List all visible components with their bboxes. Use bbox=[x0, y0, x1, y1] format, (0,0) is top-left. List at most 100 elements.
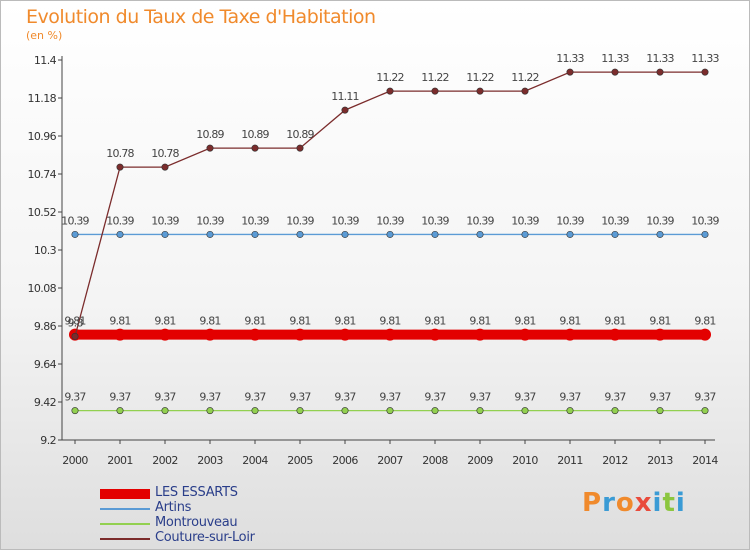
y-tick-label: 10.52 bbox=[28, 206, 57, 219]
data-point bbox=[564, 328, 576, 341]
data-label: 9.81 bbox=[559, 315, 580, 328]
data-point bbox=[384, 328, 396, 341]
data-point bbox=[206, 230, 214, 238]
data-point bbox=[431, 407, 439, 415]
data-point bbox=[701, 407, 709, 415]
x-tick-label: 2008 bbox=[422, 454, 448, 467]
axes: 9.2 9.42 9.64 9.86 10.08 10.3 10.52 10.74 10.96 1… bbox=[28, 54, 719, 467]
data-label: 9.37 bbox=[424, 391, 446, 404]
data-label: 10.39 bbox=[691, 214, 719, 227]
logo-letter: t bbox=[662, 488, 676, 518]
data-point bbox=[609, 328, 621, 341]
data-label: 10.39 bbox=[331, 214, 359, 227]
y-tick-label: 11.18 bbox=[28, 92, 57, 105]
data-point bbox=[249, 328, 261, 341]
data-label: 9.37 bbox=[604, 391, 626, 404]
data-label: 11.33 bbox=[691, 52, 719, 65]
data-label: 11.33 bbox=[646, 52, 674, 65]
data-point bbox=[206, 144, 214, 152]
chart-subtitle: (en %) bbox=[26, 29, 63, 42]
x-tick-label: 2001 bbox=[107, 454, 133, 467]
y-tick-label: 9.64 bbox=[34, 358, 57, 371]
data-label: 10.78 bbox=[106, 147, 134, 160]
y-tick-label: 10.3 bbox=[34, 244, 57, 257]
data-point bbox=[71, 332, 79, 340]
logo-letter: o bbox=[615, 488, 635, 518]
data-point bbox=[566, 407, 574, 415]
data-label: 9.37 bbox=[469, 391, 491, 404]
data-point bbox=[474, 328, 486, 341]
data-point bbox=[251, 230, 259, 238]
y-tick-label: 10.74 bbox=[28, 168, 57, 181]
legend-label: LES ESSARTS bbox=[155, 485, 238, 500]
data-point bbox=[431, 230, 439, 238]
data-label: 10.39 bbox=[601, 214, 629, 227]
data-label: 11.22 bbox=[421, 71, 449, 84]
logo-letter: i bbox=[652, 488, 663, 518]
logo-letter: i bbox=[675, 488, 686, 518]
data-label: 10.39 bbox=[556, 214, 584, 227]
logo-letter: r bbox=[602, 488, 616, 518]
data-label: 9.37 bbox=[244, 391, 266, 404]
data-point bbox=[386, 87, 394, 95]
data-point bbox=[566, 68, 574, 76]
data-point bbox=[71, 230, 79, 238]
logo-letter: x bbox=[634, 488, 653, 518]
data-label: 9.81 bbox=[604, 315, 625, 328]
x-tick-label: 2000 bbox=[62, 454, 88, 467]
data-label: 10.39 bbox=[511, 214, 539, 227]
data-label: 10.39 bbox=[466, 214, 494, 227]
y-tick-label: 9.2 bbox=[40, 434, 56, 447]
data-point bbox=[521, 87, 529, 95]
data-label: 11.33 bbox=[601, 52, 629, 65]
data-point bbox=[519, 328, 531, 341]
data-label: 11.33 bbox=[556, 52, 584, 65]
y-tick-label: 11.4 bbox=[34, 54, 57, 67]
data-point bbox=[296, 230, 304, 238]
data-point bbox=[521, 407, 529, 415]
data-point bbox=[341, 407, 349, 415]
data-label: 10.89 bbox=[241, 128, 269, 141]
data-label: 10.39 bbox=[241, 214, 269, 227]
data-label: 9.8 bbox=[67, 316, 83, 329]
x-tick-label: 2009 bbox=[467, 454, 493, 467]
x-tick-label: 2004 bbox=[242, 454, 268, 467]
data-label: 9.37 bbox=[649, 391, 671, 404]
data-point bbox=[476, 407, 484, 415]
y-tick-label: 10.08 bbox=[28, 282, 57, 295]
x-tick-label: 2010 bbox=[512, 454, 538, 467]
legend-swatch bbox=[100, 523, 150, 525]
data-label: 9.81 bbox=[334, 315, 355, 328]
x-tick-label: 2005 bbox=[287, 454, 313, 467]
x-tick-label: 2007 bbox=[377, 454, 403, 467]
data-point bbox=[701, 68, 709, 76]
x-tick-label: 2014 bbox=[692, 454, 718, 467]
data-label: 9.81 bbox=[199, 315, 220, 328]
data-point bbox=[204, 328, 216, 341]
x-tick-label: 2011 bbox=[557, 454, 583, 467]
proxiti-logo: Proxiti bbox=[582, 488, 686, 518]
data-label: 9.37 bbox=[64, 391, 86, 404]
legend-swatch bbox=[100, 489, 150, 499]
legend-swatch bbox=[100, 508, 150, 510]
data-label: 9.81 bbox=[64, 315, 85, 328]
data-point bbox=[611, 68, 619, 76]
data-point bbox=[161, 163, 169, 171]
data-label: 9.37 bbox=[559, 391, 581, 404]
data-point bbox=[114, 328, 126, 341]
data-label: 9.37 bbox=[334, 391, 356, 404]
data-label: 9.81 bbox=[694, 315, 715, 328]
data-point bbox=[431, 87, 439, 95]
data-point bbox=[341, 230, 349, 238]
y-tick-label: 10.96 bbox=[28, 130, 57, 143]
y-tick-label: 9.42 bbox=[34, 396, 56, 409]
data-point bbox=[656, 407, 664, 415]
data-point bbox=[116, 230, 124, 238]
x-tick-label: 2002 bbox=[152, 454, 178, 467]
data-label: 11.11 bbox=[331, 90, 359, 103]
data-label: 10.39 bbox=[106, 214, 134, 227]
data-point bbox=[296, 144, 304, 152]
data-point bbox=[476, 230, 484, 238]
data-label: 9.37 bbox=[379, 391, 401, 404]
